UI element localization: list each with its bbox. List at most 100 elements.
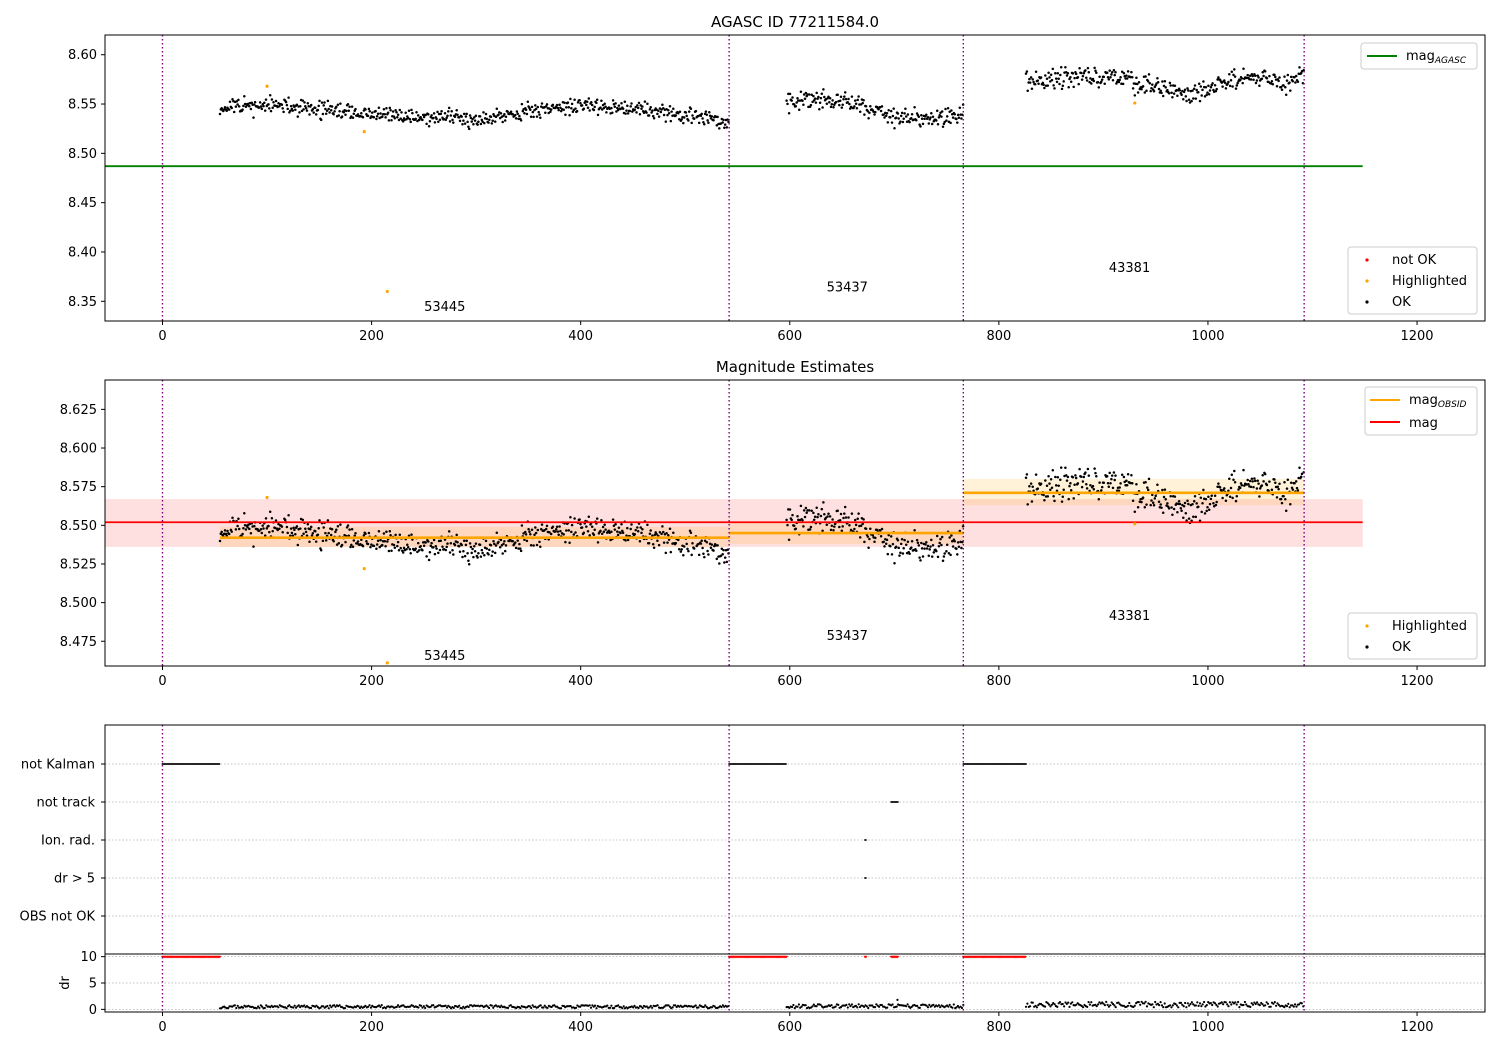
ok-data-point [843, 95, 846, 98]
ok-data-point [1273, 478, 1276, 481]
ok-data-point [291, 534, 295, 537]
ok-data-point [1076, 482, 1080, 485]
ok-data-point [948, 110, 951, 114]
ok-data-point [1092, 79, 1096, 83]
dr-data-point [1145, 1005, 1149, 1008]
ok-data-point [624, 539, 627, 542]
ok-data-point [314, 106, 317, 110]
ok-data-point [799, 504, 803, 508]
ok-data-point [400, 111, 403, 114]
ok-data-point [1275, 84, 1279, 88]
ok-data-point [791, 513, 794, 517]
ok-data-point [807, 93, 811, 96]
ok-data-point [787, 538, 791, 542]
ok-data-point [367, 531, 371, 535]
dr-data-point [310, 1006, 313, 1010]
dr-data-point [452, 1006, 455, 1010]
legend-ok-marker-estimates [1365, 645, 1369, 649]
ok-data-point [855, 106, 859, 110]
ok-data-point [812, 511, 815, 515]
ok-data-point [1069, 75, 1072, 79]
ok-data-point [600, 108, 604, 111]
ok-data-point [1173, 495, 1177, 498]
ok-data-point [682, 121, 685, 125]
ok-data-point [396, 540, 400, 544]
ok-data-point [611, 518, 615, 521]
ok-data-point [877, 108, 880, 111]
dr-data-point [594, 1004, 597, 1007]
dr-data-point [490, 1004, 493, 1007]
ok-data-point [1028, 77, 1031, 81]
dr-data-point [422, 1005, 425, 1008]
ok-data-point [664, 120, 668, 123]
ok-data-point [832, 105, 835, 109]
ok-data-point [1273, 73, 1276, 77]
ok-data-point [568, 541, 571, 545]
ok-data-point [590, 103, 594, 107]
ok-data-point [1136, 505, 1140, 509]
ok-data-point [840, 106, 844, 109]
ok-data-point [939, 537, 942, 541]
ok-data-point [1097, 86, 1101, 89]
ok-data-point [1236, 82, 1239, 85]
x-tick-label: 600 [777, 674, 802, 689]
dr-data-point [621, 1007, 624, 1010]
ok-data-point [441, 545, 444, 549]
dr-data-point [1133, 1004, 1136, 1007]
ok-data-point [516, 112, 519, 116]
ok-data-point [365, 539, 368, 543]
dr-data-point [334, 1005, 337, 1008]
ok-data-point [287, 513, 290, 517]
ok-data-point [498, 116, 502, 120]
dr-data-point [1272, 1002, 1275, 1005]
ok-data-point [1154, 494, 1157, 498]
ok-data-point [434, 545, 438, 548]
ok-data-point [638, 113, 642, 116]
ok-data-point [1091, 77, 1095, 81]
dr-data-point [1235, 1003, 1238, 1006]
ok-data-point [336, 103, 340, 106]
dr-data-point [667, 1004, 670, 1007]
ok-data-point [651, 534, 654, 537]
ok-data-point [1170, 91, 1173, 94]
ok-data-point [227, 532, 231, 536]
ok-data-point [669, 119, 673, 123]
dr-data-point [910, 1005, 913, 1009]
ok-data-point [1178, 89, 1182, 92]
ok-data-point [931, 543, 935, 547]
ok-data-point [495, 107, 499, 111]
ok-data-point [295, 103, 299, 106]
ok-data-point [503, 549, 507, 553]
ok-data-point [462, 550, 465, 553]
ok-data-point [894, 545, 898, 549]
ok-data-point [863, 113, 866, 116]
ok-data-point [536, 528, 540, 532]
ok-data-point [534, 526, 537, 529]
dr-data-point [1287, 1002, 1290, 1006]
ok-data-point [1234, 87, 1238, 90]
ok-data-point [504, 544, 508, 547]
dr-data-point [648, 1006, 651, 1009]
ok-data-point [1056, 72, 1060, 75]
ok-data-point [630, 102, 633, 105]
ok-data-point [1194, 97, 1198, 100]
x-tick-label: 800 [986, 329, 1011, 344]
ok-data-point [520, 524, 524, 527]
ok-data-point [1105, 475, 1109, 478]
ok-data-point [393, 546, 397, 549]
ok-data-point [936, 555, 940, 559]
dr-data-point [292, 1006, 295, 1009]
ok-data-point [1061, 84, 1065, 88]
ok-data-point [478, 115, 482, 118]
ok-data-point [299, 527, 302, 530]
ok-data-point [299, 104, 302, 108]
ok-data-point [919, 125, 922, 128]
ok-data-point [903, 112, 906, 115]
ok-data-point [1156, 80, 1160, 84]
ok-data-point [921, 122, 925, 126]
ok-data-point [428, 551, 432, 554]
ok-data-point [467, 559, 470, 563]
ok-data-point [1231, 85, 1234, 88]
ok-data-point [712, 118, 715, 122]
ok-data-point [446, 114, 449, 117]
